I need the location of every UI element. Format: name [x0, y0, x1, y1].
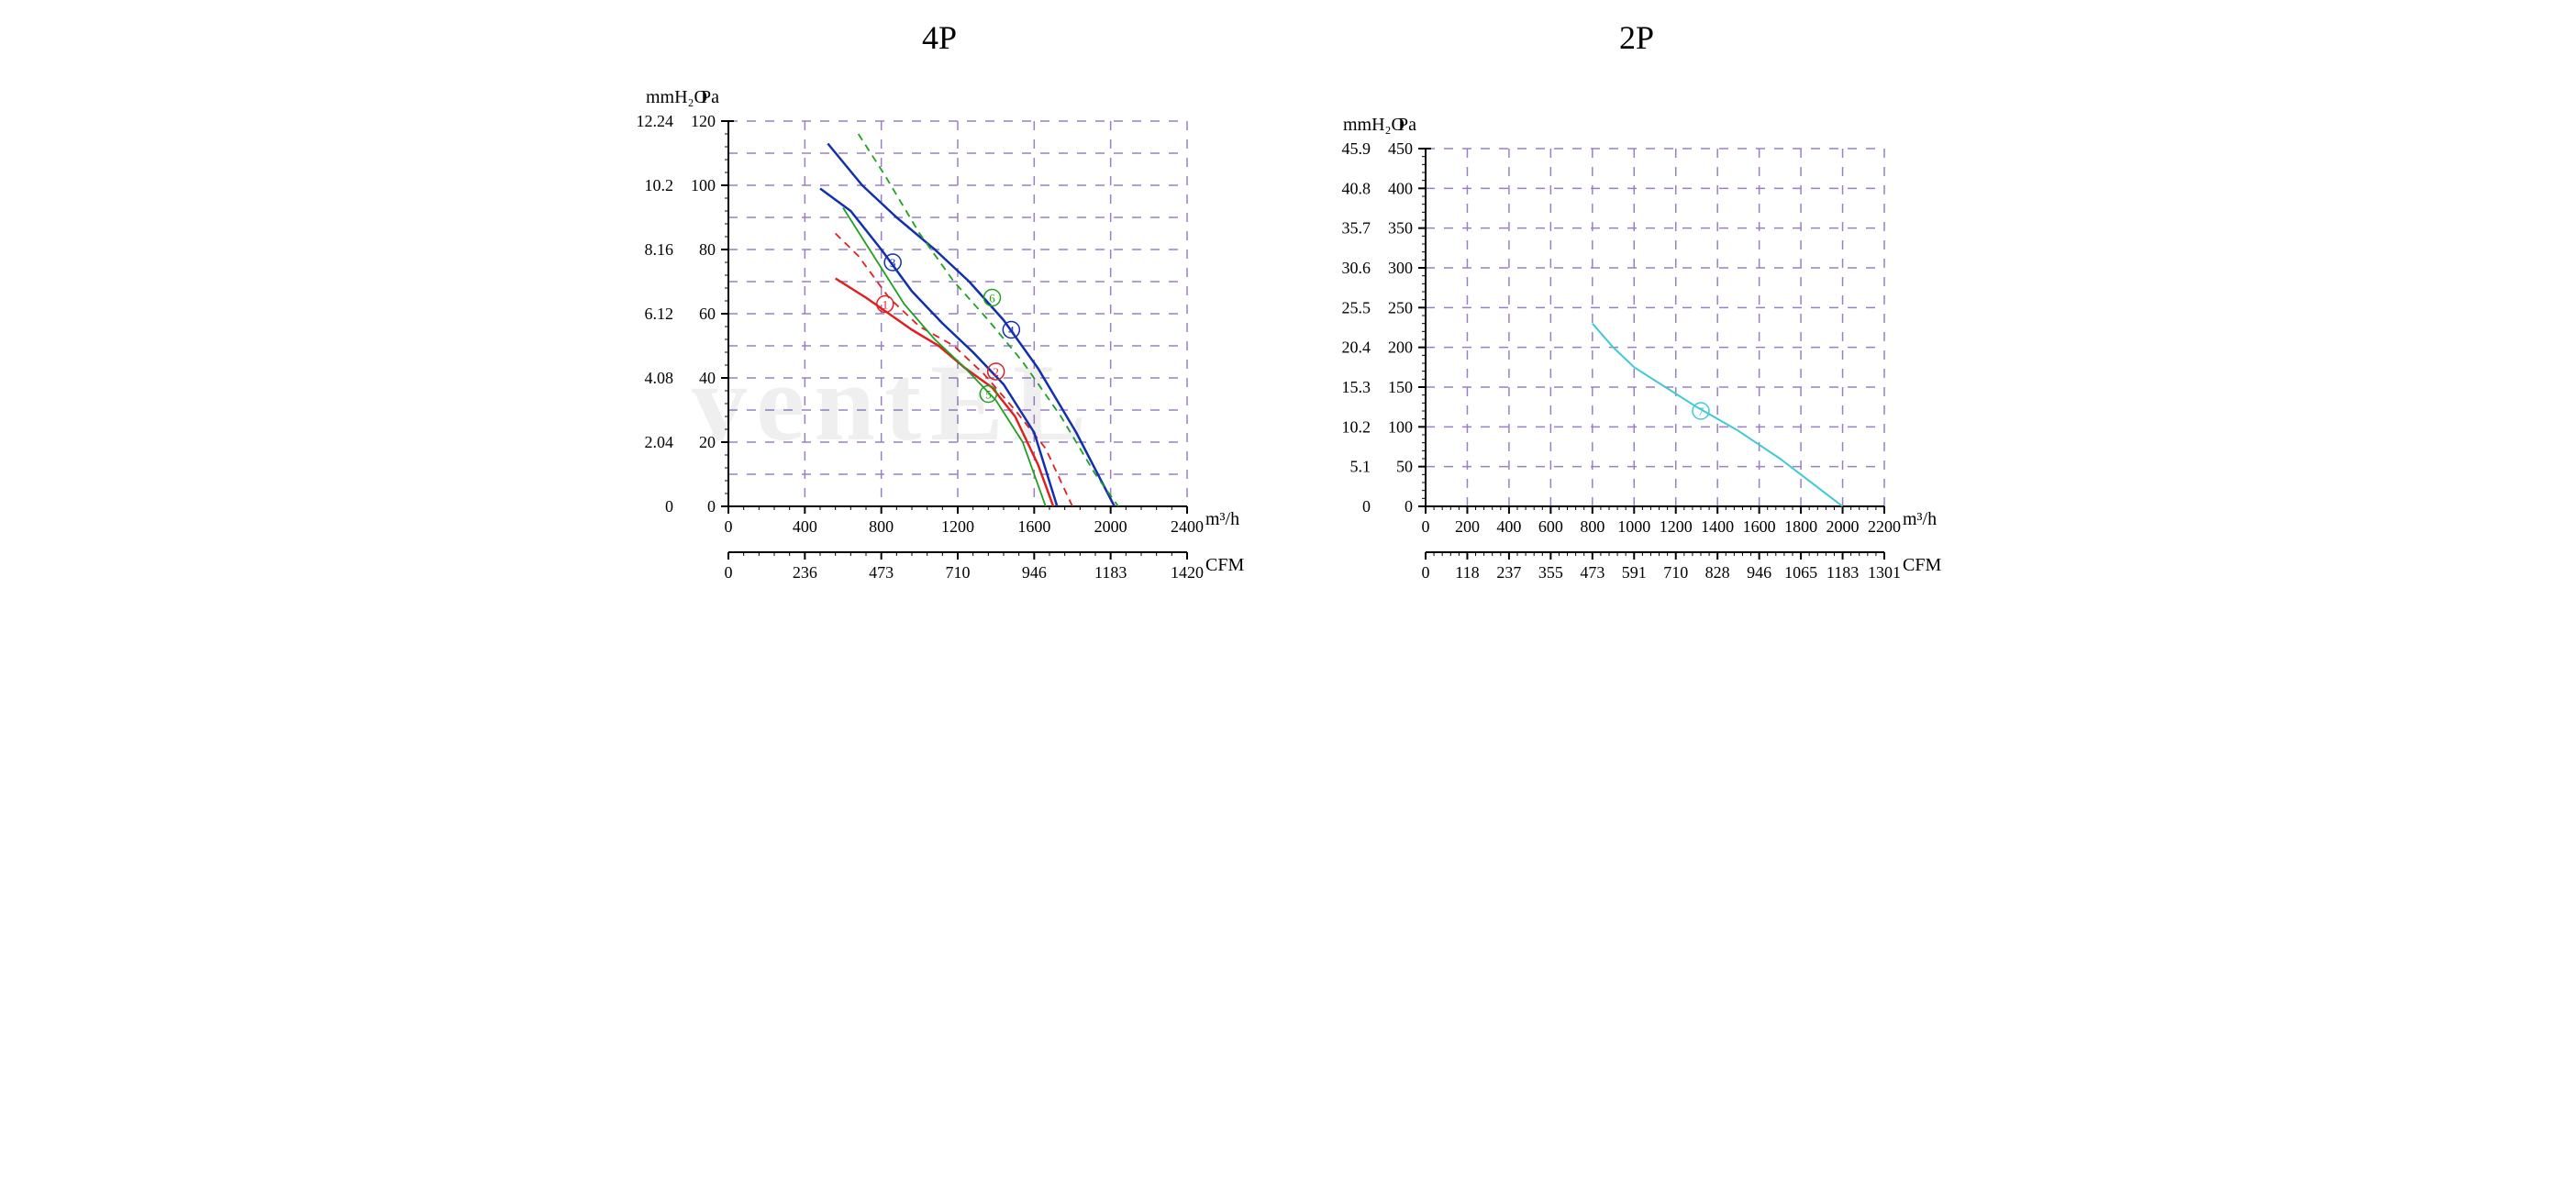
svg-text:40.8: 40.8 [1342, 179, 1371, 197]
svg-text:CFM: CFM [1205, 555, 1244, 575]
svg-text:710: 710 [946, 563, 971, 582]
svg-text:355: 355 [1538, 563, 1563, 582]
svg-text:2400: 2400 [1171, 517, 1204, 536]
svg-text:1: 1 [883, 298, 889, 312]
svg-text:946: 946 [1747, 563, 1771, 582]
svg-text:0: 0 [707, 497, 716, 516]
chart-4p: 4P 02040608010012002.044.086.128.1610.21… [618, 18, 1260, 621]
svg-text:1183: 1183 [1827, 563, 1859, 582]
chart-2p: 2P 0 50 100 150 200 250 300 350 400 450 0 5.1 10.2 15… [1316, 18, 1958, 621]
svg-text:45.9: 45.9 [1342, 139, 1371, 158]
svg-text:200: 200 [1455, 517, 1480, 536]
svg-text:Pa: Pa [1398, 115, 1416, 135]
svg-text:10.2: 10.2 [645, 176, 674, 194]
svg-text:35.7: 35.7 [1342, 219, 1371, 238]
svg-text:40: 40 [699, 369, 716, 387]
svg-text:7: 7 [1698, 405, 1704, 418]
svg-text:1301: 1301 [1868, 563, 1901, 582]
svg-text:20.4: 20.4 [1342, 338, 1371, 357]
svg-text:120: 120 [691, 112, 716, 130]
svg-text:150: 150 [1388, 378, 1413, 396]
svg-text:1183: 1183 [1094, 563, 1127, 582]
svg-text:6: 6 [989, 292, 995, 305]
svg-text:1600: 1600 [1743, 517, 1776, 536]
svg-text:2000: 2000 [1094, 517, 1127, 536]
svg-text:0: 0 [725, 563, 733, 582]
svg-text:mmH₂O: mmH₂O [646, 87, 707, 107]
svg-text:300: 300 [1388, 259, 1413, 277]
svg-text:100: 100 [1388, 417, 1413, 436]
svg-text:1200: 1200 [1660, 517, 1693, 536]
svg-text:1065: 1065 [1784, 563, 1817, 582]
svg-text:6.12: 6.12 [645, 305, 674, 323]
svg-text:800: 800 [869, 517, 894, 536]
svg-text:400: 400 [1388, 179, 1413, 197]
svg-text:100: 100 [691, 176, 716, 194]
svg-text:10.2: 10.2 [1342, 417, 1371, 436]
svg-text:800: 800 [1580, 517, 1604, 536]
svg-text:0: 0 [665, 497, 673, 516]
chart-4p-svg: 02040608010012002.044.086.128.1610.212.2… [618, 66, 1260, 616]
svg-text:828: 828 [1705, 563, 1730, 582]
chart-4p-title: 4P [618, 18, 1260, 57]
svg-text:m³/h: m³/h [1205, 509, 1239, 529]
svg-text:CFM: CFM [1903, 555, 1941, 575]
svg-text:2200: 2200 [1868, 517, 1901, 536]
svg-text:0: 0 [1405, 497, 1413, 516]
svg-text:12.24: 12.24 [637, 112, 674, 130]
svg-text:473: 473 [869, 563, 894, 582]
svg-text:3: 3 [890, 256, 896, 270]
svg-text:30.6: 30.6 [1342, 259, 1371, 277]
svg-text:1600: 1600 [1017, 517, 1050, 536]
svg-text:237: 237 [1496, 563, 1521, 582]
svg-text:25.5: 25.5 [1342, 298, 1371, 316]
svg-text:1800: 1800 [1784, 517, 1817, 536]
svg-text:80: 80 [699, 240, 716, 259]
svg-text:400: 400 [793, 517, 817, 536]
svg-text:Pa: Pa [701, 87, 719, 107]
svg-text:8.16: 8.16 [645, 240, 674, 259]
svg-text:4: 4 [1008, 324, 1015, 338]
svg-text:236: 236 [793, 563, 817, 582]
svg-text:1400: 1400 [1701, 517, 1734, 536]
svg-text:50: 50 [1396, 458, 1413, 476]
svg-text:4.08: 4.08 [645, 369, 674, 387]
svg-text:5.1: 5.1 [1350, 458, 1371, 476]
svg-text:2.04: 2.04 [645, 433, 674, 451]
svg-text:591: 591 [1622, 563, 1647, 582]
svg-text:1200: 1200 [941, 517, 974, 536]
svg-text:1420: 1420 [1171, 563, 1204, 582]
svg-text:350: 350 [1388, 219, 1413, 238]
svg-text:1000: 1000 [1617, 517, 1650, 536]
svg-text:200: 200 [1388, 338, 1413, 357]
svg-text:600: 600 [1538, 517, 1563, 536]
svg-text:2000: 2000 [1827, 517, 1860, 536]
svg-text:118: 118 [1455, 563, 1479, 582]
svg-text:m³/h: m³/h [1903, 509, 1937, 529]
svg-text:15.3: 15.3 [1342, 378, 1371, 396]
svg-text:0: 0 [725, 517, 733, 536]
chart-2p-title: 2P [1316, 18, 1958, 57]
svg-text:0: 0 [1362, 497, 1371, 516]
svg-text:710: 710 [1663, 563, 1688, 582]
svg-text:2: 2 [993, 365, 999, 379]
svg-text:5: 5 [985, 388, 992, 402]
svg-text:473: 473 [1580, 563, 1604, 582]
svg-text:250: 250 [1388, 298, 1413, 316]
svg-text:0: 0 [1422, 563, 1430, 582]
svg-text:60: 60 [699, 305, 716, 323]
svg-text:946: 946 [1022, 563, 1047, 582]
svg-text:mmH₂O: mmH₂O [1343, 115, 1405, 135]
svg-text:450: 450 [1388, 139, 1413, 158]
svg-text:400: 400 [1496, 517, 1521, 536]
chart-2p-svg: 0 50 100 150 200 250 300 350 400 450 0 5.1 10.2 15.3 2… [1316, 66, 1958, 616]
svg-text:20: 20 [699, 433, 716, 451]
svg-text:0: 0 [1422, 517, 1430, 536]
